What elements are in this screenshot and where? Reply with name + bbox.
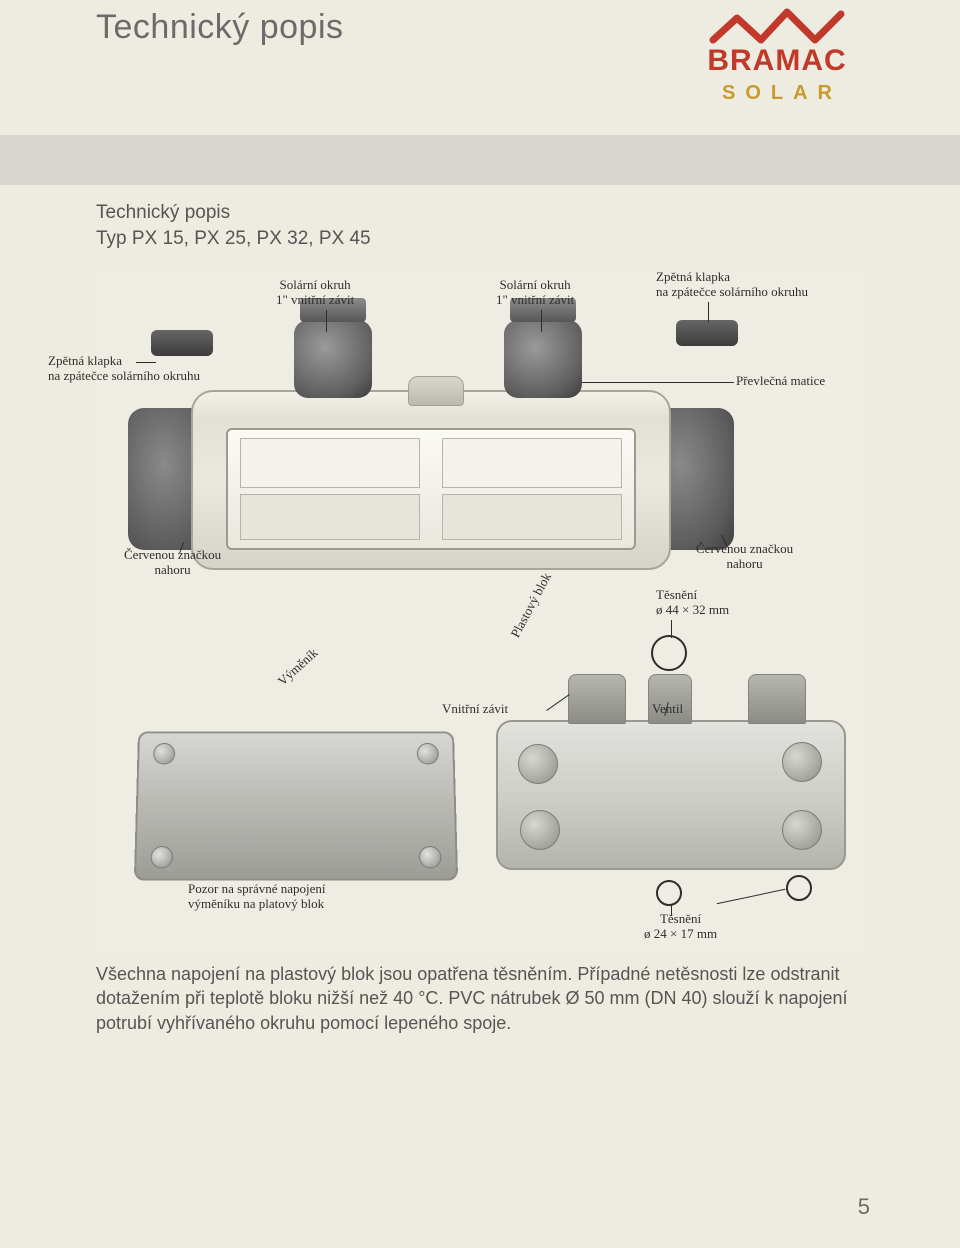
subtitle-line2: Typ PX 15, PX 25, PX 32, PX 45 [96, 226, 371, 252]
callout-solar-left: Solární okruh 1" vnitřní závit [276, 278, 354, 308]
callout-cervenou-right: Červenou značkou nahoru [696, 542, 793, 572]
hx-bolt [153, 743, 175, 764]
svg-text:BRAMAC: BRAMAC [707, 44, 846, 77]
manifold-port [782, 742, 822, 782]
label-panel-left [240, 438, 420, 488]
body-paragraph: Všechna napojení na plastový blok jsou o… [96, 962, 866, 1035]
manifold-port [518, 744, 558, 784]
leader [708, 302, 709, 322]
callout-pozor: Pozor na správné napojení výměníku na pl… [188, 882, 326, 912]
subtitle-line1: Technický popis [96, 200, 371, 226]
callout-vymenik: Výměník [275, 646, 321, 689]
check-valve-left [151, 330, 213, 356]
mini-diagram-left [240, 494, 420, 540]
manifold-port [520, 810, 560, 850]
leader [546, 694, 570, 711]
page-title: Technický popis [96, 8, 344, 47]
callout-klapka-left: Zpětná klapka na zpátečce solárního okru… [48, 354, 200, 384]
leader [326, 310, 327, 332]
leader [582, 382, 734, 383]
hx-bolt [150, 846, 173, 868]
subtitle-block: Technický popis Typ PX 15, PX 25, PX 32,… [96, 200, 371, 251]
center-boss [408, 376, 464, 406]
manifold-stub [748, 674, 806, 724]
hx-bolt [417, 743, 439, 764]
leader [671, 620, 672, 638]
callout-cervenou-left: Červenou značkou nahoru [124, 548, 221, 578]
manifold-stub [568, 674, 626, 724]
logo-subline: SOLAR [679, 82, 875, 105]
parts-diagram: Solární okruh 1" vnitřní závit Solární o… [96, 270, 866, 950]
callout-tesneni-24: Těsnění ø 24 × 17 mm [644, 912, 717, 942]
manifold-port [782, 810, 822, 850]
leader [671, 904, 672, 916]
callout-klapka-right: Zpětná klapka na zpátečce solárního okru… [656, 270, 808, 300]
callout-solar-right: Solární okruh 1" vnitřní závit [496, 278, 574, 308]
callout-tesneni-44: Těsnění ø 44 × 32 mm [656, 588, 729, 618]
seal-ring-24a [656, 880, 682, 906]
seal-ring-44 [651, 635, 687, 671]
plate-heat-exchanger [134, 731, 458, 880]
bramac-logo-svg: BRAMAC [679, 8, 875, 78]
block-window [226, 428, 636, 550]
brand-logo: BRAMAC SOLAR [679, 8, 875, 105]
header-band [0, 135, 960, 185]
check-valve-right [676, 320, 738, 346]
hx-bolt [419, 846, 442, 868]
top-port-left [294, 320, 372, 398]
leader [541, 310, 542, 332]
label-panel-right [442, 438, 622, 488]
top-port-right [504, 320, 582, 398]
callout-prevlecna: Převlečná matice [736, 374, 825, 389]
mini-diagram-right [442, 494, 622, 540]
callout-vnitrni-zavit: Vnitřní závit [442, 702, 508, 717]
seal-ring-24b [786, 875, 812, 901]
callout-plastovy-blok: Plastový blok [508, 571, 555, 641]
page-number: 5 [858, 1194, 870, 1220]
leader [717, 889, 786, 905]
lower-manifold [496, 720, 846, 870]
leader [136, 362, 156, 363]
